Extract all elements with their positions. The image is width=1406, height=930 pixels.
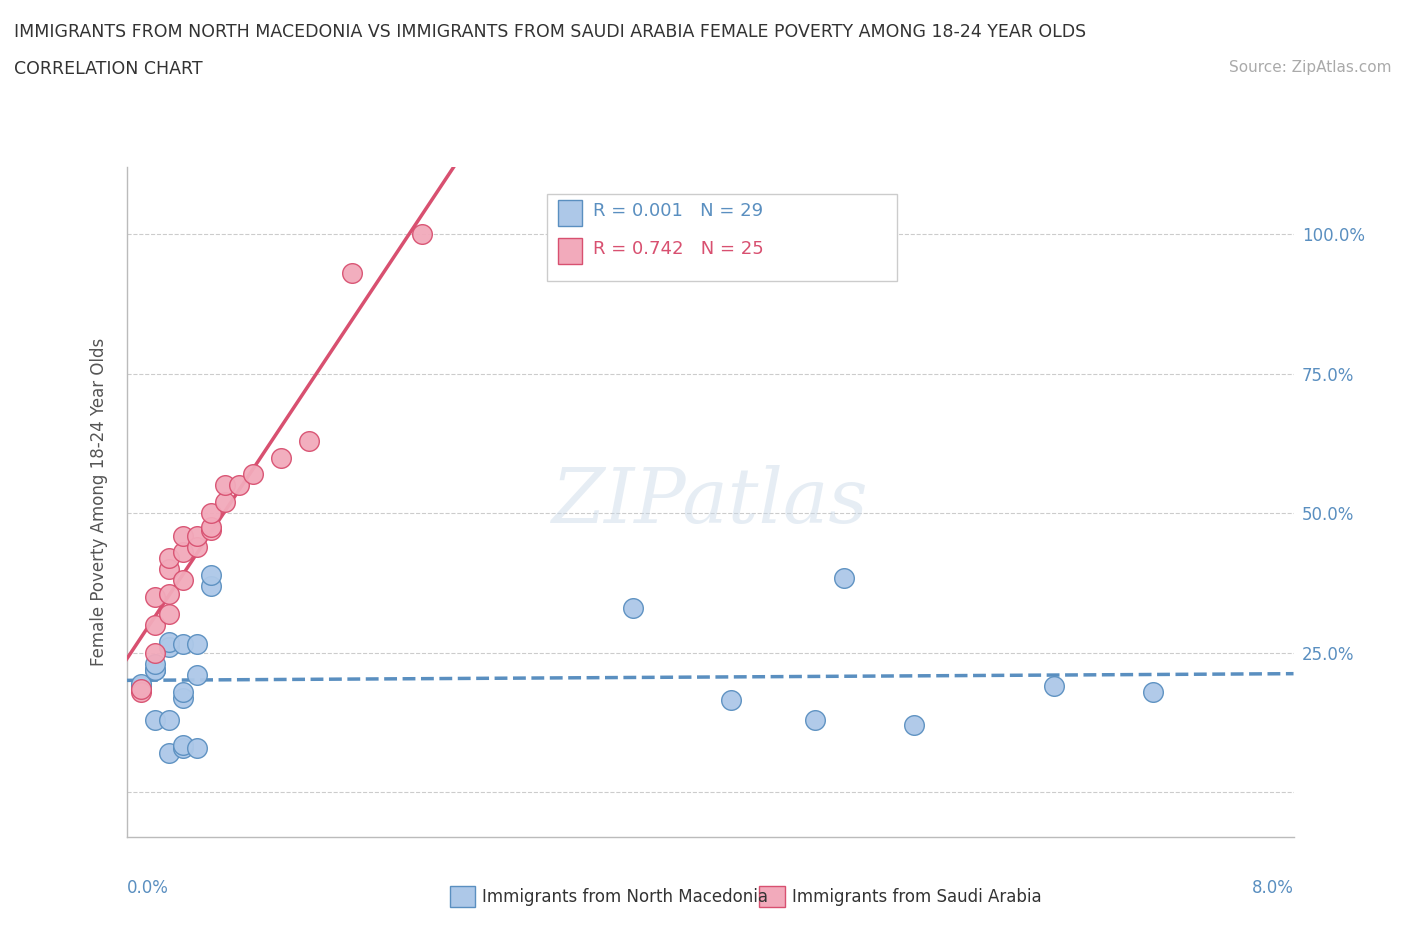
- Point: [298, 433, 321, 448]
- Point: [200, 506, 222, 521]
- Point: [172, 737, 194, 752]
- Point: [129, 679, 152, 694]
- Point: [720, 693, 742, 708]
- Point: [621, 601, 644, 616]
- Point: [172, 684, 194, 699]
- Point: [228, 478, 250, 493]
- Point: [157, 606, 180, 621]
- Text: ZIPatlas: ZIPatlas: [551, 465, 869, 539]
- Point: [157, 712, 180, 727]
- Text: CORRELATION CHART: CORRELATION CHART: [14, 60, 202, 78]
- Point: [186, 668, 208, 683]
- Point: [143, 590, 166, 604]
- Text: R = 0.742   N = 25: R = 0.742 N = 25: [593, 240, 763, 259]
- Point: [186, 637, 208, 652]
- Point: [143, 712, 166, 727]
- Point: [157, 551, 180, 565]
- Point: [143, 657, 166, 671]
- Point: [214, 495, 236, 510]
- Point: [172, 690, 194, 705]
- Point: [143, 662, 166, 677]
- Point: [832, 570, 855, 585]
- Point: [143, 618, 166, 632]
- Point: [157, 640, 180, 655]
- Point: [200, 523, 222, 538]
- Point: [129, 676, 152, 691]
- Point: [157, 634, 180, 649]
- Point: [129, 682, 152, 697]
- Point: [200, 567, 222, 582]
- Point: [411, 227, 433, 242]
- Point: [172, 528, 194, 543]
- Text: Source: ZipAtlas.com: Source: ZipAtlas.com: [1229, 60, 1392, 75]
- Point: [1043, 679, 1066, 694]
- Point: [186, 740, 208, 755]
- Point: [186, 539, 208, 554]
- Point: [129, 684, 152, 699]
- Bar: [558, 200, 582, 226]
- Text: Immigrants from Saudi Arabia: Immigrants from Saudi Arabia: [792, 888, 1042, 907]
- Point: [172, 545, 194, 560]
- Bar: [558, 238, 582, 264]
- Point: [200, 520, 222, 535]
- Point: [903, 718, 925, 733]
- Point: [143, 662, 166, 677]
- Point: [129, 679, 152, 694]
- Point: [270, 450, 292, 465]
- Point: [200, 578, 222, 593]
- Point: [157, 746, 180, 761]
- Text: IMMIGRANTS FROM NORTH MACEDONIA VS IMMIGRANTS FROM SAUDI ARABIA FEMALE POVERTY A: IMMIGRANTS FROM NORTH MACEDONIA VS IMMIG…: [14, 23, 1087, 41]
- Point: [129, 682, 152, 697]
- Point: [242, 467, 264, 482]
- Point: [172, 637, 194, 652]
- Point: [214, 478, 236, 493]
- Point: [172, 573, 194, 588]
- Point: [157, 587, 180, 602]
- Point: [340, 266, 363, 281]
- Point: [1142, 684, 1164, 699]
- Text: Immigrants from North Macedonia: Immigrants from North Macedonia: [482, 888, 768, 907]
- Point: [157, 562, 180, 577]
- Text: 8.0%: 8.0%: [1251, 879, 1294, 897]
- Y-axis label: Female Poverty Among 18-24 Year Olds: Female Poverty Among 18-24 Year Olds: [90, 339, 108, 666]
- Text: 0.0%: 0.0%: [127, 879, 169, 897]
- Point: [143, 645, 166, 660]
- Point: [186, 528, 208, 543]
- Point: [804, 712, 827, 727]
- Bar: [547, 194, 897, 281]
- Point: [172, 740, 194, 755]
- Text: R = 0.001   N = 29: R = 0.001 N = 29: [593, 202, 763, 219]
